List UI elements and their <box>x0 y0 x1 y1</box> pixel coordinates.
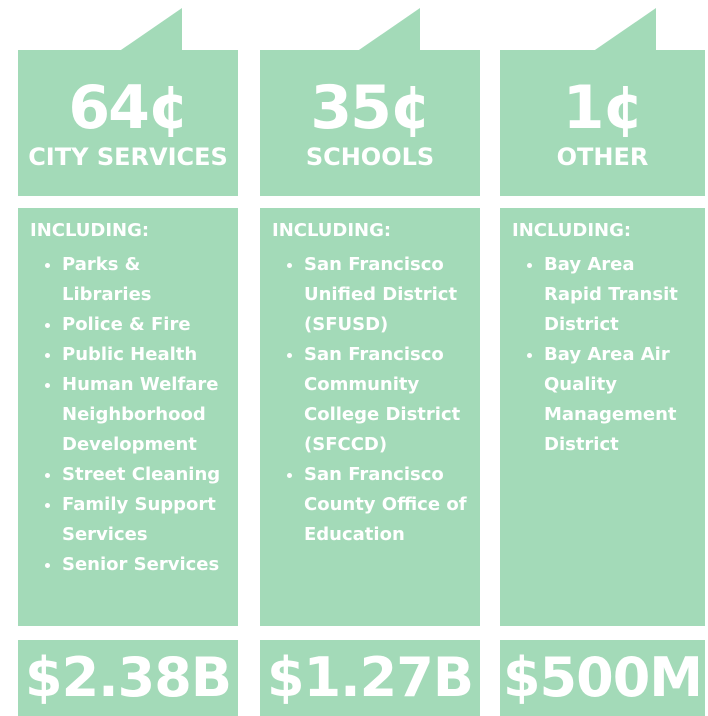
list-item: Bay Area Rapid Transit District <box>544 250 697 340</box>
list-item: Police & Fire <box>62 310 230 340</box>
including-heading: INCLUDING: <box>272 220 392 241</box>
details-box: INCLUDING: Parks & LibrariesPolice & Fire… <box>18 208 238 626</box>
item-list: Parks & LibrariesPolice & FirePublic Hea… <box>30 250 230 580</box>
list-item: Senior Services <box>62 550 230 580</box>
category-label: SCHOOLS <box>305 143 435 171</box>
list-item: San Francisco Unified District (SFUSD) <box>304 250 472 340</box>
header-box: 1¢ OTHER <box>500 50 705 196</box>
category-label: OTHER <box>556 143 649 171</box>
total: $1.27B <box>260 640 480 716</box>
list-item: Parks & Libraries <box>62 250 230 310</box>
list-item: Human Welfare Neighborhood Development <box>62 370 230 460</box>
item-list: Bay Area Rapid Transit DistrictBay Area … <box>512 250 697 460</box>
amount: 1¢ <box>562 73 645 143</box>
item-list: San Francisco Unified District (SFUSD)Sa… <box>272 250 472 550</box>
bubble-tails <box>118 8 656 52</box>
tail <box>592 8 656 52</box>
tail <box>356 8 420 52</box>
details-box: INCLUDING: Bay Area Rapid Transit Distric… <box>500 208 705 626</box>
header-box: 35¢ SCHOOLS <box>260 50 480 196</box>
details-box: INCLUDING: San Francisco Unified District… <box>260 208 480 626</box>
amount: 35¢ <box>310 73 431 143</box>
list-item: San Francisco County Office of Education <box>304 460 472 550</box>
list-item: Public Health <box>62 340 230 370</box>
tail <box>118 8 182 52</box>
including-heading: INCLUDING: <box>512 220 632 241</box>
list-item: Family Support Services <box>62 490 230 550</box>
category-label: CITY SERVICES <box>28 143 228 171</box>
header-box: 64¢ CITY SERVICES <box>18 50 238 196</box>
amount: 64¢ <box>68 73 189 143</box>
list-item: Bay Area Air Quality Management District <box>544 340 697 460</box>
total: $500M <box>500 640 705 716</box>
including-heading: INCLUDING: <box>30 220 150 241</box>
list-item: San Francisco Community College District… <box>304 340 472 460</box>
list-item: Street Cleaning <box>62 460 230 490</box>
total: $2.38B <box>18 640 238 716</box>
